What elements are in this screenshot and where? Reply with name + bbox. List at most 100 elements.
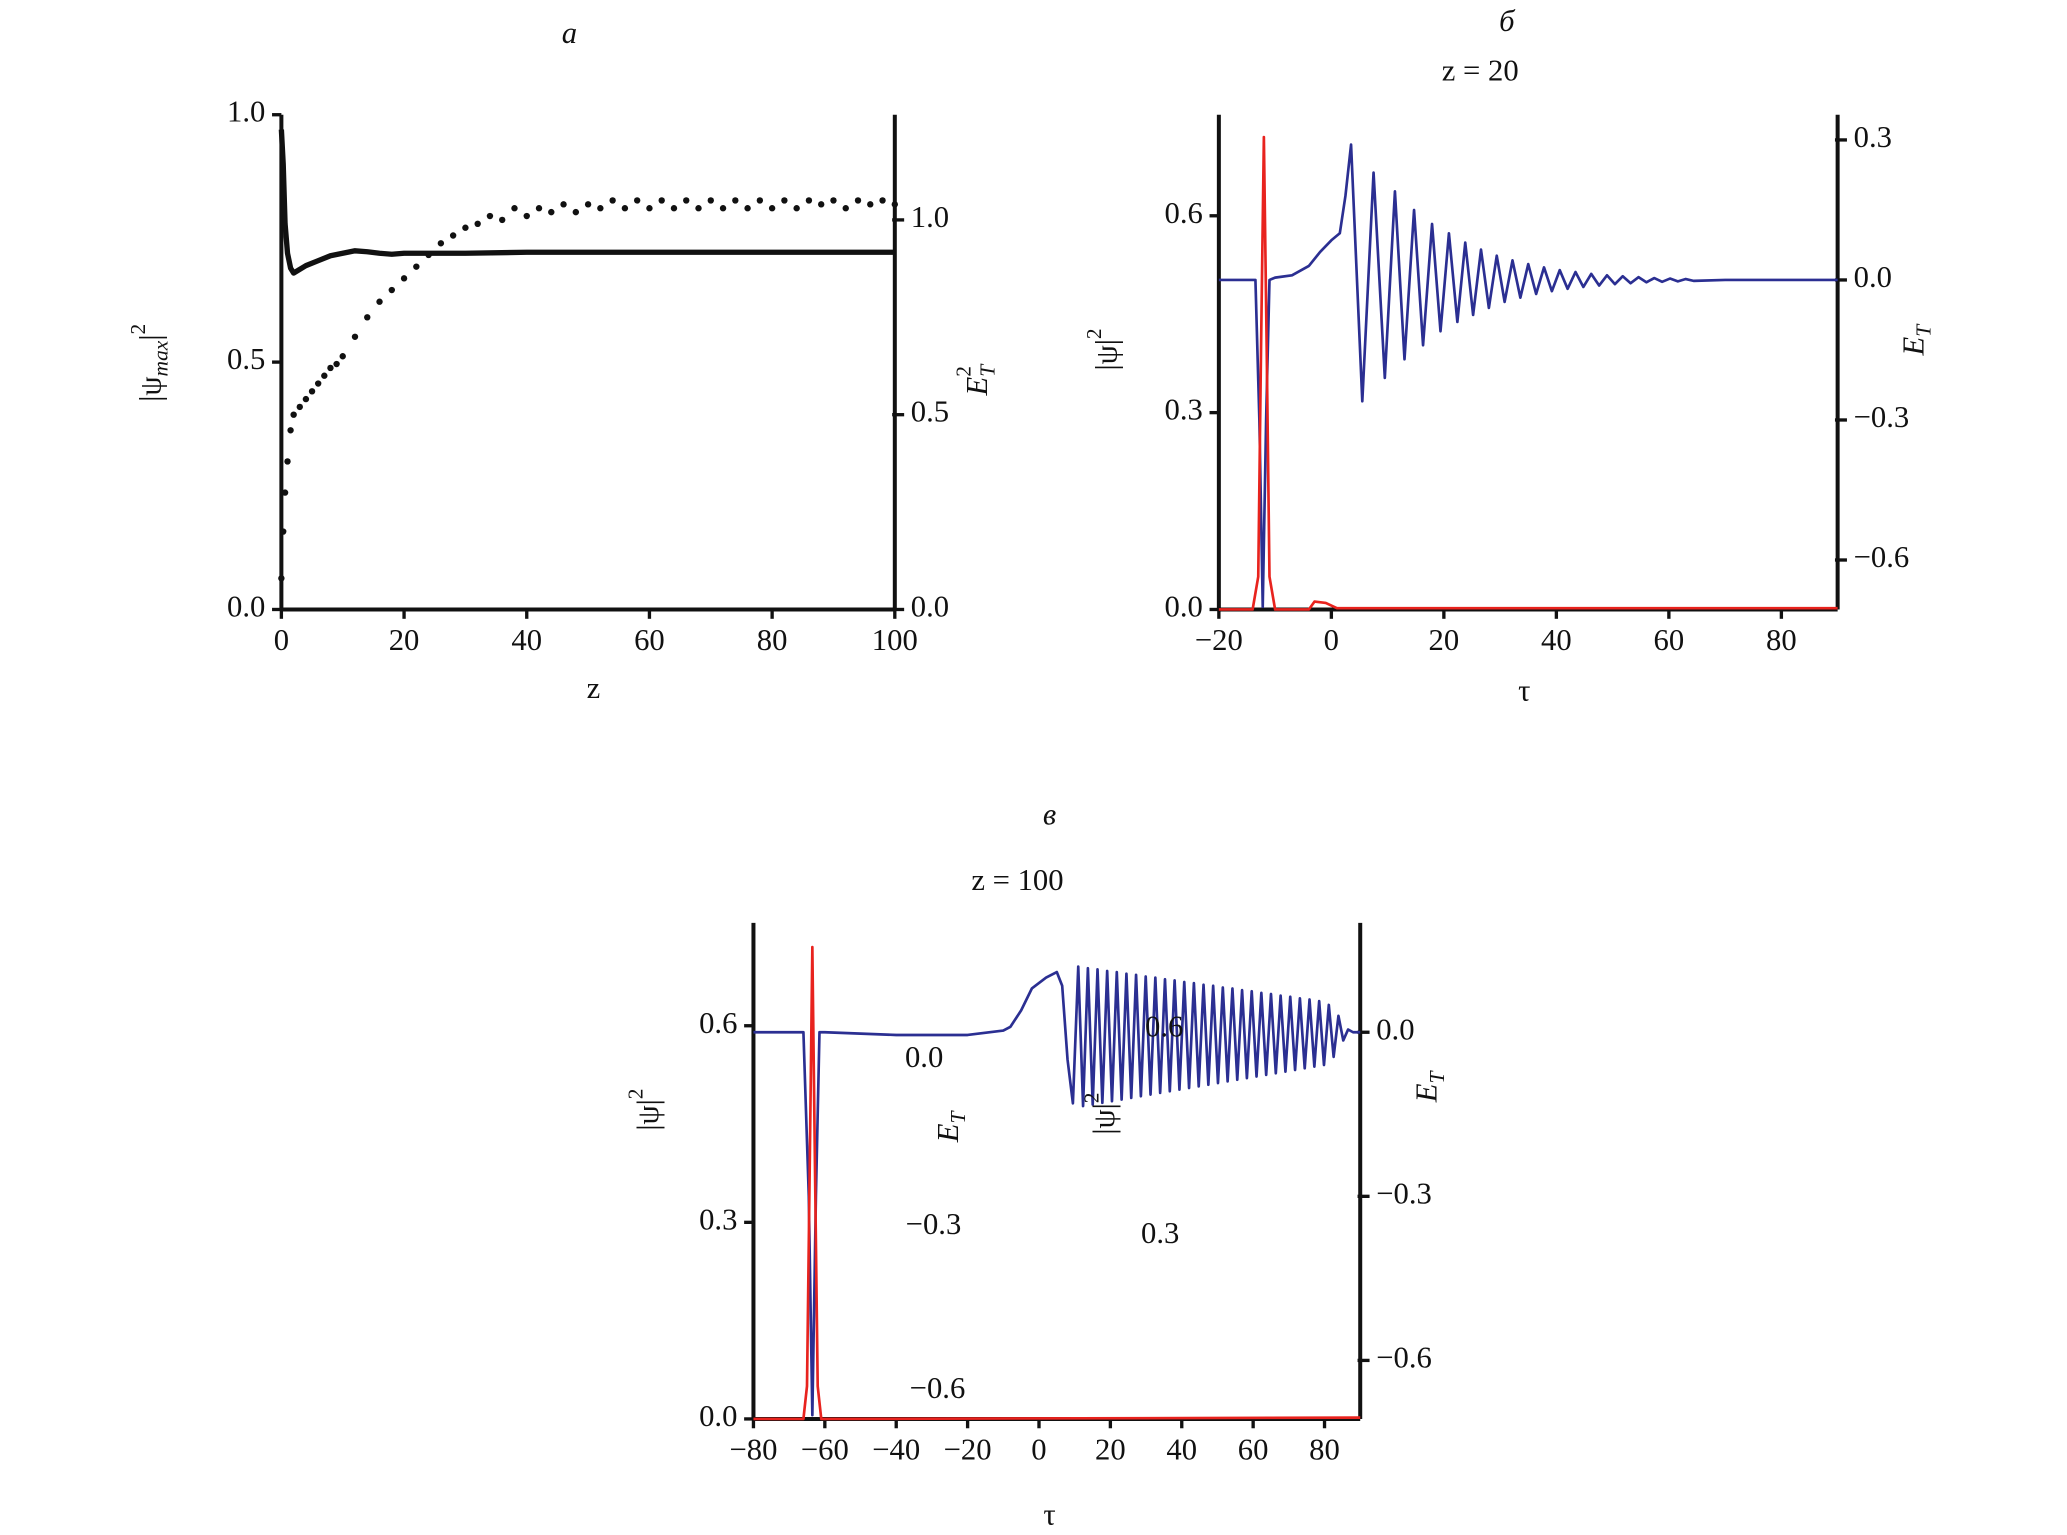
data-point [744, 205, 751, 212]
annotation: −0.6 [910, 1371, 966, 1405]
data-point [621, 205, 629, 212]
y2-tick-label: 0.3 [1854, 120, 1892, 154]
y2-tick-label: 0.0 [911, 590, 949, 624]
data-line [753, 945, 1361, 1421]
data-line [278, 129, 895, 276]
chart-title: z = 100 [971, 863, 1063, 897]
y-axis-label: |ψ|2 [1082, 328, 1123, 370]
panel-label: а [562, 16, 577, 50]
x-axis-label: τ [1043, 1498, 1055, 1532]
data-point [683, 197, 690, 204]
x-tick-label: −80 [729, 1432, 777, 1466]
data-point [388, 286, 395, 294]
annotation-part: −0.3 [906, 1207, 962, 1241]
data-point [413, 263, 420, 270]
y-tick-label: 0.6 [1165, 196, 1203, 230]
data-point [321, 372, 328, 379]
data-point [523, 212, 530, 220]
x-tick-label: 40 [1541, 623, 1572, 657]
data-point [756, 197, 764, 204]
x-tick-label: −20 [944, 1432, 992, 1466]
y-axis-label-part: |ψ| [631, 1099, 665, 1130]
data-point [511, 205, 518, 212]
x-tick-label: 20 [1095, 1432, 1126, 1466]
y2-tick-label: 0.5 [911, 395, 949, 429]
y2-axis-label-part: 2 [951, 366, 975, 377]
data-point [572, 208, 580, 216]
x-axis-label: τ [1518, 674, 1530, 708]
chart-title: z = 20 [1442, 53, 1519, 87]
y-axis-label-part: max [149, 340, 173, 376]
y-tick-label: 1.0 [227, 95, 265, 129]
y2-axis-label: ET2 [951, 363, 999, 397]
data-point [287, 427, 294, 434]
data-point [425, 251, 432, 259]
y2-axis-label-part: E [1896, 336, 1930, 356]
data-point [891, 201, 899, 208]
x-tick-label: 0 [1324, 623, 1339, 657]
data-point [817, 201, 825, 208]
y2-axis-label-part: T [1912, 323, 1936, 337]
data-point [302, 395, 310, 403]
data-point [695, 205, 702, 212]
data-line [1218, 135, 1838, 611]
data-point [437, 240, 445, 247]
data-point [793, 205, 800, 212]
y-tick-label: 0.0 [699, 1399, 737, 1433]
x-tick-label: 20 [1429, 623, 1460, 657]
annotation: |ψ|2 [1079, 1092, 1120, 1134]
y-axis-label-part: 2 [126, 324, 150, 335]
annotation: 0.3 [1141, 1216, 1179, 1250]
data-point [296, 403, 303, 411]
data-point [462, 224, 469, 231]
y2-tick-label: 0.0 [1376, 1012, 1414, 1046]
data-point [597, 205, 604, 212]
data-point [867, 201, 874, 208]
x-tick-label: 0 [274, 623, 289, 657]
y-tick-label: 0.0 [1165, 590, 1203, 624]
data-point [376, 298, 383, 305]
data-line [1218, 143, 1838, 609]
annotation-part: 2 [1079, 1092, 1103, 1103]
data-point [474, 220, 481, 228]
data-point [560, 201, 567, 208]
data-point [584, 201, 592, 208]
y2-tick-label: −0.3 [1854, 400, 1910, 434]
x-tick-label: 60 [634, 623, 665, 657]
data-point [732, 197, 739, 204]
x-tick-label: −40 [872, 1432, 920, 1466]
annotation: ET [931, 1110, 970, 1144]
data-point [449, 232, 457, 239]
data-point [486, 212, 494, 220]
x-tick-label: 60 [1654, 623, 1685, 657]
y2-tick-label: −0.3 [1376, 1176, 1432, 1210]
data-point [278, 575, 285, 582]
data-point [768, 205, 776, 212]
annotation: 0.6 [1145, 1010, 1183, 1044]
data-point [854, 197, 862, 204]
annotation-part: 0.3 [1141, 1216, 1179, 1250]
y-tick-label: 0.3 [1165, 393, 1203, 427]
x-tick-label: 100 [872, 623, 918, 657]
x-tick-label: 80 [757, 623, 788, 657]
y-axis-label-part: | [133, 335, 167, 341]
annotation-part: 0.0 [905, 1040, 943, 1074]
y-axis-label-part: |ψ| [1090, 339, 1124, 370]
y2-axis-label: ET [1896, 323, 1935, 357]
data-point [327, 364, 334, 372]
x-tick-label: 80 [1309, 1432, 1340, 1466]
data-point [314, 380, 322, 387]
panel-label: в [1043, 798, 1056, 832]
y2-axis-label-part: T [975, 363, 999, 377]
x-tick-label: 40 [511, 623, 542, 657]
data-point [658, 197, 665, 204]
data-point [548, 208, 555, 216]
y2-axis-label: ET [1410, 1069, 1449, 1103]
x-tick-label: 40 [1166, 1432, 1197, 1466]
annotation-part: 0.6 [1145, 1010, 1183, 1044]
data-point [781, 197, 788, 204]
data-point [670, 205, 678, 212]
data-point [308, 388, 316, 395]
annotation-part: T [946, 1110, 970, 1124]
